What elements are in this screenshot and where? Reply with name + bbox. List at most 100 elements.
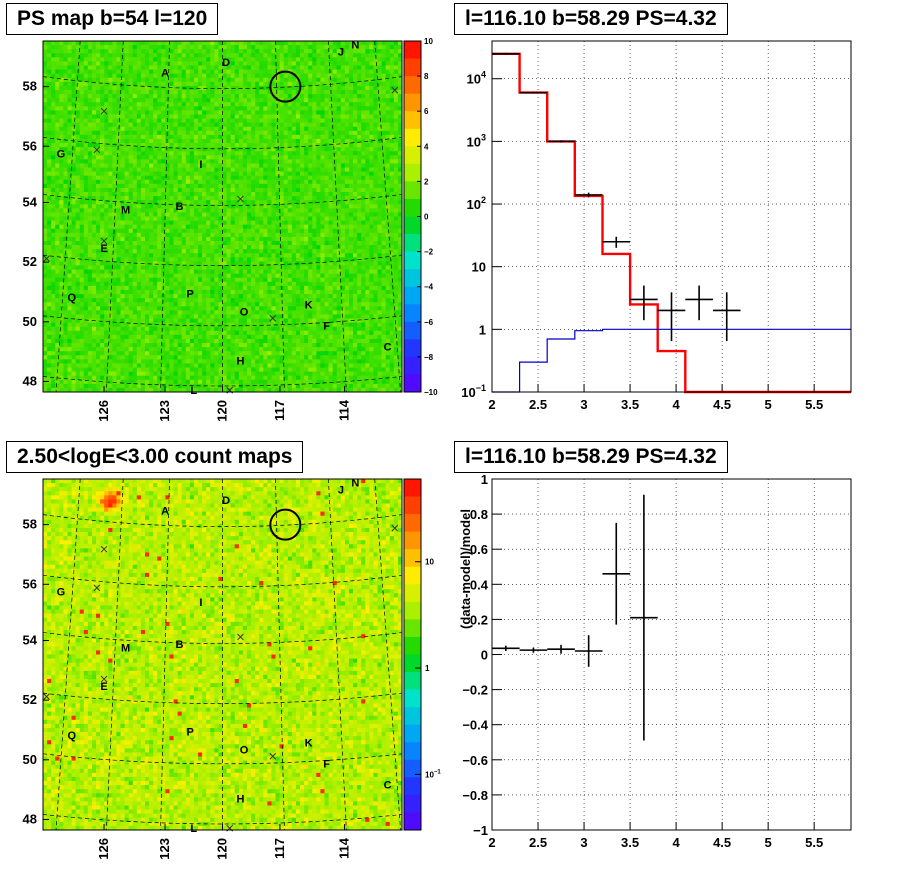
x-tick-label: 5	[765, 835, 772, 850]
colorbar-tick-label: 1	[425, 664, 430, 673]
colorbar-cell	[404, 742, 421, 761]
graticule-lon	[55, 478, 81, 831]
graticule-lon	[160, 40, 170, 393]
source-label-l: L	[190, 385, 197, 397]
source-marker	[100, 545, 108, 553]
colorbar-tick-label: 4	[424, 142, 429, 151]
x-tick-label: 3.5	[621, 835, 639, 850]
x-tick-label: 126	[96, 838, 111, 860]
source-label-j: J	[338, 485, 344, 497]
x-tick-label: 114	[337, 837, 352, 859]
x-tick-label: 4.5	[713, 397, 731, 412]
y-tick-label: −0.8	[462, 788, 488, 803]
y-tick-label: −1	[473, 823, 488, 838]
colorbar-tick-label: −6	[424, 318, 434, 327]
x-tick-label: 4	[672, 835, 680, 850]
count-map-title: 2.50<logE<3.00 count maps	[6, 441, 304, 473]
colorbar-tick-label: −10	[424, 388, 438, 397]
colorbar-tick-label: −2	[424, 248, 434, 257]
x-tick-label: 123	[157, 838, 172, 860]
y-tick-label: 102	[467, 195, 486, 212]
colorbar-cell	[404, 566, 421, 585]
colorbar-cell	[404, 479, 421, 497]
graticule-lat	[42, 76, 403, 89]
source-label-n: N	[351, 478, 359, 490]
graticule-lon	[55, 40, 81, 393]
x-tick-label: 2	[488, 835, 495, 850]
x-tick-label: 4	[672, 397, 680, 412]
colorbar-cell	[404, 531, 421, 550]
y-axis-label: (data-model)/model	[458, 509, 473, 629]
source-marker	[43, 693, 50, 700]
source-marker	[100, 675, 108, 683]
source-marker	[93, 146, 101, 154]
source-label-h: H	[236, 355, 244, 367]
source-marker	[269, 752, 277, 760]
source-label-l: L	[190, 823, 197, 835]
source-marker	[43, 255, 50, 262]
source-marker	[100, 237, 108, 245]
graticule-lon	[374, 478, 401, 831]
residual-plot: 2 2.5 3 3.5 4 4.5 5 5.5 1 0.8 0.6 0.4 0.2 0 −0.2 −0.4 −0…	[458, 472, 852, 850]
graticule-lon	[106, 478, 124, 831]
colorbar-tick-label: 2	[424, 177, 429, 186]
source-label-i: I	[199, 159, 202, 171]
source-label-e: E	[100, 681, 107, 693]
source-label-a: A	[161, 506, 169, 518]
source-label-o: O	[240, 744, 249, 756]
colorbar-cell	[404, 724, 421, 743]
x-tick-label: 3	[580, 835, 587, 850]
source-label-i: I	[199, 597, 202, 609]
source-label-b: B	[175, 201, 183, 213]
source-label-m: M	[121, 642, 130, 654]
source-label-q: Q	[67, 730, 76, 742]
source-label-p: P	[187, 289, 194, 301]
colorbar-cell	[404, 198, 421, 217]
source-label-b: B	[175, 639, 183, 651]
colorbar-cell	[404, 549, 421, 568]
x-tick-label: 2.5	[529, 397, 547, 412]
y-tick-label: −0.2	[462, 683, 488, 698]
y-tick-label: 50	[23, 314, 37, 329]
graticule-lon	[328, 40, 347, 393]
y-tick-label: −0.4	[462, 718, 488, 733]
source-label-f: F	[323, 758, 330, 770]
colorbar-cell	[404, 216, 421, 235]
colorbar-cell	[404, 601, 421, 620]
y-tick-label: 104	[467, 70, 486, 87]
graticule-lon	[374, 40, 401, 393]
residual-title: l=116.10 b=58.29 PS=4.32	[454, 441, 728, 473]
colorbar-cell	[404, 689, 421, 708]
source-marker	[237, 633, 244, 641]
colorbar-cell	[404, 514, 421, 533]
source-label-p: P	[187, 727, 194, 739]
graticule-lat	[42, 514, 403, 527]
source-marker	[391, 524, 399, 532]
source-label-a: A	[161, 68, 169, 80]
spectrum-plot: 2 2.5 3 3.5 4 4.5 5 5.5	[488, 40, 852, 412]
colorbar-tick-label: 10	[424, 37, 433, 46]
colorbar-tick-label: 10−1	[425, 769, 441, 779]
source-marker	[93, 584, 101, 592]
source-label-d: D	[222, 57, 230, 69]
ps-map-title: PS map b=54 l=120	[6, 3, 219, 35]
colorbar-cell	[404, 286, 421, 305]
y-tick-label: 58	[23, 79, 37, 94]
colorbar-cell	[404, 812, 421, 831]
y-tick-label: 56	[23, 576, 37, 591]
x-tick-label: 123	[157, 400, 172, 422]
source-label-f: F	[323, 320, 330, 332]
y-tick-label: 58	[23, 517, 37, 532]
y-tick-label: 10	[472, 260, 486, 275]
y-tick-label: 48	[23, 373, 37, 388]
colorbar-cell	[404, 93, 421, 112]
x-tick-label: 117	[272, 400, 287, 421]
x-tick-label: 4.5	[713, 835, 731, 850]
y-tick-label: 54	[23, 632, 38, 647]
source-label-c: C	[384, 779, 392, 791]
colorbar-cell	[404, 269, 421, 288]
y-tick-label: 1	[479, 322, 486, 337]
colorbar-cell	[404, 58, 421, 77]
source-label-g: G	[57, 148, 66, 160]
